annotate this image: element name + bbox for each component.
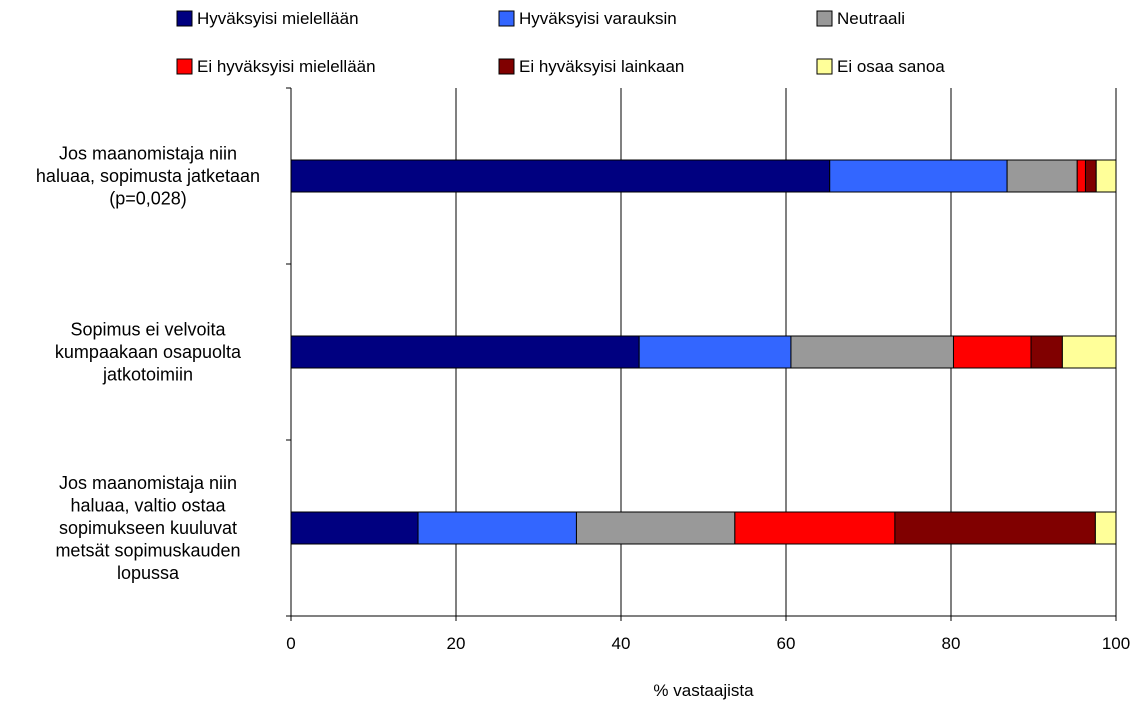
category-label: Sopimus ei velvoita: [70, 320, 226, 340]
x-tick-label: 60: [777, 634, 796, 653]
legend-label: Ei hyväksyisi mielellään: [197, 57, 376, 76]
bar-segment: [1061, 335, 1117, 369]
bar-segment: [1094, 511, 1117, 545]
x-tick-label: 0: [286, 634, 295, 653]
x-tick-label: 100: [1102, 634, 1130, 653]
legend-label: Hyväksyisi mielellään: [197, 9, 359, 28]
bar-segment: [1076, 159, 1086, 193]
bar-segment: [290, 335, 640, 369]
legend-label: Ei hyväksyisi lainkaan: [519, 57, 684, 76]
category-label: jatkotoimiin: [102, 365, 193, 385]
legend-label: Hyväksyisi varauksin: [519, 9, 677, 28]
bar-segment: [1084, 159, 1097, 193]
bar-segment: [1030, 335, 1063, 369]
category-label: haluaa, sopimusta jatketaan: [36, 166, 260, 186]
legend-swatch: [816, 58, 833, 75]
legend-swatch: [498, 58, 515, 75]
category-label: metsät sopimuskauden: [55, 541, 240, 561]
bar-segment: [290, 159, 831, 193]
bar-segment: [290, 511, 419, 545]
category-label: Jos maanomistaja niin: [59, 473, 237, 493]
x-tick-labels: 0 20 40 60 80 100: [286, 634, 1130, 653]
bar-segment: [1095, 159, 1117, 193]
legend: Hyväksyisi mielellään Hyväksyisi varauksi…: [176, 9, 945, 76]
x-tick-label: 20: [447, 634, 466, 653]
bar-segment: [790, 335, 954, 369]
bar-segment: [1006, 159, 1078, 193]
bar-segment: [829, 159, 1008, 193]
legend-swatch: [498, 10, 515, 27]
x-tick-label: 80: [942, 634, 961, 653]
x-axis-title: % vastaajista: [653, 681, 754, 700]
category-label: Jos maanomistaja niin: [59, 144, 237, 164]
category-label: lopussa: [117, 563, 180, 583]
axes: [286, 87, 1117, 621]
legend-label: Neutraali: [837, 9, 905, 28]
bar-segment: [894, 511, 1096, 545]
legend-label: Ei osaa sanoa: [837, 57, 945, 76]
bar-segment: [575, 511, 736, 545]
category-label: (p=0,028): [109, 189, 187, 209]
legend-swatch: [176, 10, 193, 27]
bar-segment: [638, 335, 792, 369]
legend-swatch: [816, 10, 833, 27]
bar-segment: [952, 335, 1032, 369]
category-label: kumpaakaan osapuolta: [55, 342, 242, 362]
x-tick-label: 40: [612, 634, 631, 653]
bars: [290, 159, 1117, 545]
category-label: haluaa, valtio ostaa: [70, 496, 226, 516]
bar-segment: [734, 511, 896, 545]
legend-swatch: [176, 58, 193, 75]
category-label: sopimukseen kuuluvat: [59, 518, 237, 538]
bar-segment: [417, 511, 577, 545]
